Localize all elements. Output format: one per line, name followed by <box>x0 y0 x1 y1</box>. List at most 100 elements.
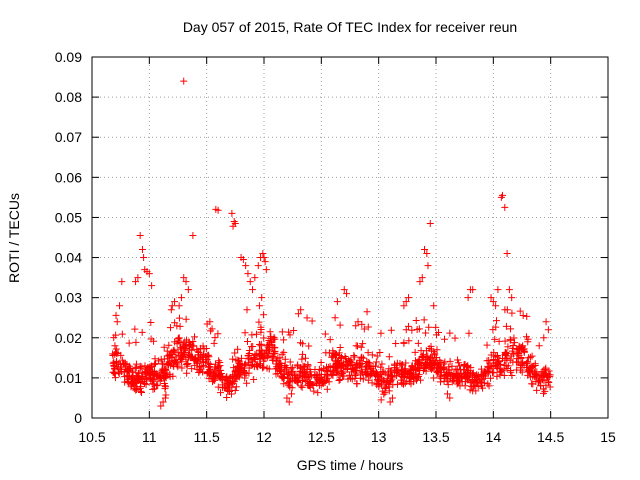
data-point <box>118 356 126 364</box>
data-point <box>180 274 188 282</box>
data-point <box>479 384 487 392</box>
data-point <box>147 318 155 326</box>
data-point <box>484 362 492 370</box>
data-point <box>373 352 381 360</box>
data-point <box>111 370 119 378</box>
data-point <box>535 372 543 380</box>
data-point <box>223 393 231 401</box>
data-point <box>429 364 437 372</box>
data-point <box>177 294 185 302</box>
data-point <box>460 366 468 374</box>
data-point <box>288 390 296 398</box>
data-point <box>278 328 286 336</box>
data-point <box>112 311 120 319</box>
data-point <box>306 366 314 374</box>
data-point <box>244 337 252 345</box>
data-point <box>196 367 204 375</box>
data-point <box>150 337 158 345</box>
data-point <box>263 364 271 372</box>
data-point <box>439 364 447 372</box>
data-point <box>241 374 249 382</box>
data-point <box>157 402 165 410</box>
data-point <box>243 379 251 387</box>
data-point <box>297 363 305 371</box>
data-point <box>184 286 192 294</box>
data-point <box>524 354 532 362</box>
data-point <box>250 363 258 371</box>
data-point <box>523 312 531 320</box>
data-point <box>368 369 376 377</box>
data-point <box>113 318 121 326</box>
data-point <box>390 368 398 376</box>
data-point <box>435 329 443 337</box>
data-point <box>132 338 140 346</box>
data-point <box>228 383 236 391</box>
y-tick-label: 0.07 <box>55 129 82 145</box>
data-point <box>508 294 516 302</box>
data-point <box>286 358 294 366</box>
data-point <box>138 363 146 371</box>
data-point <box>398 361 406 369</box>
data-point <box>467 364 475 372</box>
data-point <box>151 359 159 367</box>
data-point <box>531 368 539 376</box>
data-point <box>358 320 366 328</box>
data-point <box>117 351 125 359</box>
data-point <box>132 378 140 386</box>
data-point <box>331 366 339 374</box>
data-point <box>373 381 381 389</box>
data-point <box>401 371 409 379</box>
data-point <box>259 250 267 258</box>
x-tick-label: 12.5 <box>308 429 335 445</box>
data-point <box>535 342 543 350</box>
data-point <box>214 330 222 338</box>
data-point <box>330 350 338 358</box>
data-point <box>256 354 264 362</box>
data-point <box>223 373 231 381</box>
data-point <box>539 385 547 393</box>
data-point <box>134 274 142 282</box>
data-point <box>386 367 394 375</box>
data-point <box>320 365 328 373</box>
data-point <box>234 345 242 353</box>
data-point <box>143 369 151 377</box>
data-point <box>377 329 385 337</box>
y-tick-label: 0.03 <box>55 290 82 306</box>
data-point <box>354 342 362 350</box>
data-point <box>381 384 389 392</box>
data-point <box>412 373 420 381</box>
data-point <box>364 361 372 369</box>
data-point <box>126 362 134 370</box>
data-point <box>168 302 176 310</box>
data-point <box>123 368 131 376</box>
data-point <box>268 344 276 352</box>
data-point <box>199 358 207 366</box>
data-point <box>480 370 488 378</box>
data-point <box>183 360 191 368</box>
data-point <box>405 337 413 345</box>
data-point <box>149 385 157 393</box>
data-point <box>217 389 225 397</box>
data-point <box>182 278 190 286</box>
data-point <box>426 219 434 227</box>
data-point <box>204 363 212 371</box>
data-point <box>499 191 507 199</box>
data-point <box>171 319 179 327</box>
data-point <box>323 385 331 393</box>
data-point <box>270 350 278 358</box>
data-point <box>326 336 334 344</box>
data-point <box>241 329 249 337</box>
data-point <box>349 366 357 374</box>
data-point <box>119 360 127 368</box>
data-point <box>270 333 278 341</box>
data-point <box>182 315 190 323</box>
data-point <box>422 329 430 337</box>
data-point <box>197 365 205 373</box>
data-point <box>303 314 311 322</box>
data-point <box>368 351 376 359</box>
data-point <box>401 365 409 373</box>
data-point <box>391 361 399 369</box>
data-point <box>335 376 343 384</box>
tick-labels: 10.5 11 11.5 12 12.5 13 13.5 14 14.5 15 0 0.01 0.02 0… <box>55 49 616 445</box>
